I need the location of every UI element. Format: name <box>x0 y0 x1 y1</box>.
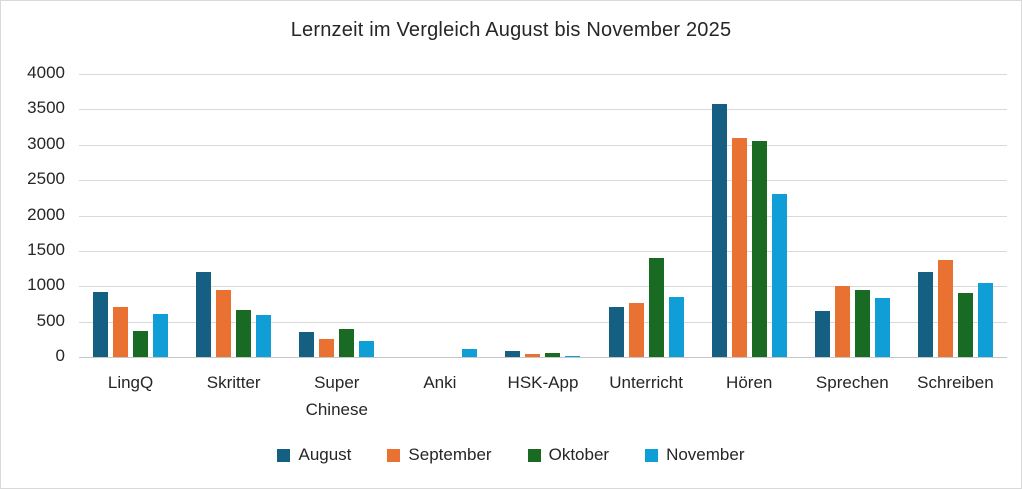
y-tick-label-2000: 2000 <box>27 204 65 224</box>
legend-label: August <box>298 445 352 464</box>
x-label-super-chinese: Super Chinese <box>305 373 368 420</box>
bar-november-lingq <box>153 314 169 357</box>
bar-group-hsk-app <box>491 74 594 357</box>
chart-title: Lernzeit im Vergleich August bis Novembe… <box>290 19 732 41</box>
bar-group-unterricht <box>595 74 698 357</box>
x-label-sprechen: Sprechen <box>815 373 889 392</box>
gridline-0 <box>79 357 1007 358</box>
y-tick-label-0: 0 <box>55 346 65 365</box>
gridline-1000 <box>79 286 1007 288</box>
legend-swatch-icon <box>645 448 659 462</box>
bar-oktober-schreiben <box>957 293 973 357</box>
x-label-anki: Anki <box>423 373 457 392</box>
bar-november-unterricht <box>668 297 684 357</box>
legend-label: Oktober <box>548 445 610 464</box>
y-tick-label-2500: 2500 <box>27 169 65 189</box>
bar-september-schreiben <box>937 260 953 357</box>
x-label-schreiben: Schreiben <box>917 373 994 392</box>
bar-august-lingq <box>93 292 109 357</box>
bar-september-unterricht <box>628 303 644 357</box>
y-tick-label-1000: 1000 <box>27 275 65 295</box>
gridline-3000 <box>79 144 1007 146</box>
y-tick-label-500: 500 <box>36 310 65 330</box>
bar-august-h-ren <box>711 104 727 357</box>
gridline-1500 <box>79 250 1007 252</box>
x-label-hsk-app: HSK-App <box>507 373 579 392</box>
bar-august-skritter <box>196 272 212 357</box>
y-tick-label-1500: 1500 <box>27 239 65 259</box>
bar-oktober-super-chinese <box>339 329 355 357</box>
bar-group-lingq <box>79 74 182 357</box>
bar-oktober-skritter <box>236 310 252 357</box>
bar-oktober-sprechen <box>854 290 870 357</box>
gridline-3500 <box>79 109 1007 111</box>
gridline-2500 <box>79 180 1007 182</box>
bar-september-skritter <box>216 290 232 357</box>
bar-september-lingq <box>113 307 129 357</box>
bar-september-h-ren <box>731 138 747 357</box>
bar-oktober-h-ren <box>751 141 767 357</box>
gridline-4000 <box>79 74 1007 75</box>
bar-september-sprechen <box>834 286 850 357</box>
bar-november-sprechen <box>874 298 890 357</box>
x-axis-category-labels: LingQ Skritter Super Chinese Anki HSK-App Unt… <box>79 369 1007 423</box>
bar-august-super-chinese <box>299 332 315 357</box>
bar-november-h-ren <box>771 194 787 357</box>
bar-groups <box>79 74 1007 357</box>
bar-group-super-chinese <box>285 74 388 357</box>
legend: August September Oktober November <box>1 445 1021 465</box>
x-label-lingq: LingQ <box>107 373 154 392</box>
bar-group-anki <box>388 74 491 357</box>
legend-item-september: September <box>387 445 492 465</box>
bar-august-schreiben <box>917 272 933 357</box>
x-label-unterricht: Unterricht <box>609 373 683 392</box>
bar-november-hsk-app <box>565 356 581 357</box>
bar-group-skritter <box>182 74 285 357</box>
bar-november-anki <box>462 349 478 357</box>
bar-oktober-unterricht <box>648 258 664 357</box>
bar-oktober-lingq <box>133 331 149 357</box>
legend-swatch-icon <box>277 448 291 462</box>
y-tick-label-3500: 3500 <box>27 98 65 118</box>
bar-oktober-hsk-app <box>545 353 561 357</box>
legend-label: November <box>666 445 745 464</box>
legend-label: September <box>408 445 492 464</box>
bar-group-h-ren <box>698 74 801 357</box>
legend-item-oktober: Oktober <box>527 445 610 465</box>
bar-september-super-chinese <box>319 339 335 357</box>
bar-november-super-chinese <box>359 341 375 357</box>
bar-november-schreiben <box>977 283 993 357</box>
y-tick-label-4000: 4000 <box>27 63 65 82</box>
legend-item-november: November <box>645 445 745 465</box>
bar-september-hsk-app <box>525 354 541 357</box>
legend-swatch-icon <box>387 448 401 462</box>
bar-group-sprechen <box>801 74 904 357</box>
plot-area <box>79 74 1007 358</box>
bar-group-schreiben <box>904 74 1007 357</box>
legend-swatch-icon <box>527 448 541 462</box>
bar-august-hsk-app <box>505 351 521 357</box>
bar-november-skritter <box>256 315 272 357</box>
gridline-500 <box>79 321 1007 323</box>
y-tick-label-3000: 3000 <box>27 133 65 153</box>
x-label-h-ren: Hören <box>726 373 773 392</box>
bar-august-unterricht <box>608 307 624 357</box>
gridline-2000 <box>79 215 1007 217</box>
x-label-skritter: Skritter <box>206 373 261 392</box>
legend-item-august: August <box>277 445 351 465</box>
bar-august-sprechen <box>814 311 830 357</box>
